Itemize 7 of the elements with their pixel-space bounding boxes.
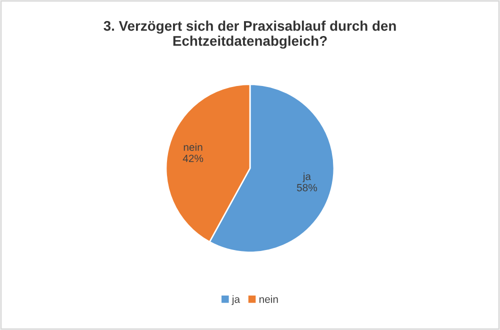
data-label: 58%	[296, 184, 318, 192]
legend-label: ja	[232, 295, 240, 305]
slice-label: ja	[302, 172, 312, 182]
chart-title: 3. Verzögert sich der Praxisablauf durch den Echtzeitdatenabgleich?	[104, 20, 396, 49]
slice-label: nein	[184, 143, 202, 151]
legend-label: nein	[259, 295, 278, 303]
data-label: 42%	[182, 154, 204, 162]
